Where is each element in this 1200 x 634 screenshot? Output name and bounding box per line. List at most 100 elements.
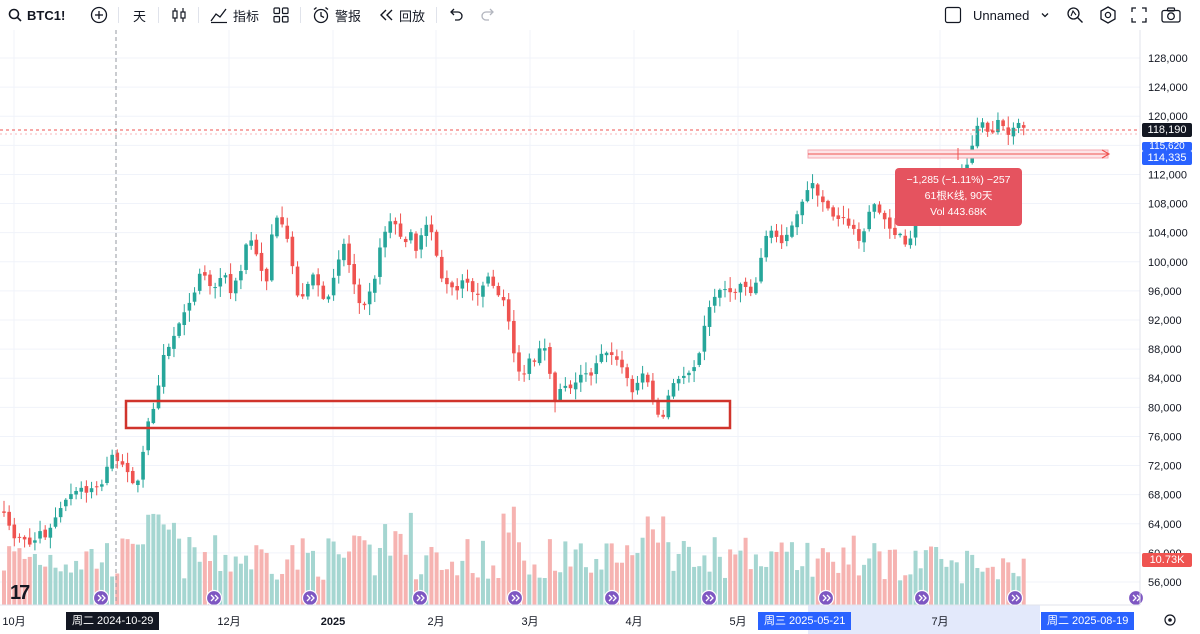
y-tick-label: 96,000 (1148, 286, 1182, 298)
volume-bar (970, 554, 975, 605)
candle-body (239, 271, 243, 281)
volume-bar (578, 543, 583, 605)
candle-body (857, 229, 861, 241)
tradingview-logo-icon[interactable]: 17 (10, 582, 30, 604)
volume-bar (846, 564, 851, 605)
candle-body (125, 462, 130, 473)
price-axis[interactable]: 56,00060,00064,00068,00072,00076,00080,0… (1148, 53, 1188, 589)
axis-settings-button[interactable] (1164, 614, 1176, 626)
x-tick-label: 5月 (729, 616, 746, 628)
volume-bar (923, 550, 928, 605)
volume-bar (738, 550, 743, 605)
add-symbol-button[interactable] (90, 0, 108, 30)
interval-label: 天 (133, 8, 147, 24)
symbol-search-button[interactable]: BTC1! (8, 0, 65, 30)
y-tick-label: 76,000 (1148, 431, 1182, 443)
candle-body (388, 221, 393, 233)
candle-body (94, 486, 99, 488)
volume-bar (810, 576, 815, 605)
volume-bar (22, 558, 27, 605)
candle-body (522, 373, 526, 375)
volume-bar (934, 547, 939, 605)
symbol-label: BTC1! (27, 7, 66, 23)
candle-body (810, 183, 815, 189)
candle-body (996, 119, 1000, 133)
candle-body (445, 277, 449, 285)
price-chart[interactable]: 56,00060,00064,00068,00072,00076,00080,0… (0, 30, 1200, 634)
volume-bar (460, 560, 465, 605)
candle-body (779, 235, 784, 244)
candle-body (594, 363, 599, 375)
volume-bar (826, 552, 830, 605)
volume-bar (789, 542, 794, 605)
replay-button[interactable]: 回放 (378, 0, 425, 30)
candle-body (17, 536, 22, 538)
candle-body (692, 367, 696, 372)
candle-body (347, 243, 351, 266)
volume-bar (995, 579, 1000, 605)
settings-button[interactable] (1099, 0, 1117, 30)
candle-body (203, 272, 207, 276)
volume-bar (501, 513, 506, 605)
candle-body (373, 278, 377, 293)
event-marker-glyph (101, 594, 106, 602)
candle-body (728, 288, 732, 293)
volume-bar (156, 514, 161, 605)
alerts-label: 警报 (335, 8, 362, 24)
alerts-button[interactable]: 警报 (312, 0, 361, 30)
candle-body (311, 274, 315, 286)
candle-body (105, 466, 109, 484)
time-axis[interactable]: 10月 12月 2025 2月 3月 4月 5月 7月 (2, 616, 948, 628)
candle-body (285, 225, 290, 239)
volume-bar (362, 540, 367, 605)
candle-body (851, 224, 856, 229)
volume-bar (17, 548, 22, 605)
volume-bar (305, 552, 310, 605)
candle-body (321, 285, 326, 299)
candle-body (470, 281, 475, 293)
y-tick-label: 108,000 (1148, 199, 1188, 211)
candle-body (424, 224, 429, 236)
add-symbol-icon (90, 6, 108, 24)
candle-body (645, 374, 650, 383)
event-marker-glyph (306, 594, 311, 602)
indicators-button[interactable]: 指标 (210, 0, 259, 30)
candle-body (702, 325, 707, 352)
volume-bar (805, 542, 810, 605)
volume-bar (480, 540, 485, 605)
x-tick-label: 2025 (321, 616, 345, 628)
chevron-down-icon (1041, 13, 1049, 18)
chart-type-button[interactable] (170, 0, 188, 30)
candle-body (584, 373, 588, 375)
volume-bar (43, 566, 48, 605)
volume-bar (583, 567, 588, 605)
volume-bar (486, 578, 491, 605)
undo-button[interactable] (448, 0, 464, 30)
candle-body (481, 285, 485, 297)
indicators-icon (210, 8, 227, 24)
candle-body (893, 227, 897, 236)
volume-bar (89, 548, 94, 605)
redo-button[interactable] (480, 0, 496, 30)
volume-bar (898, 580, 903, 605)
candle-body (620, 359, 624, 368)
candle-body (455, 286, 459, 291)
fullscreen-button[interactable] (1131, 0, 1147, 30)
quick-search-button[interactable] (1066, 0, 1084, 30)
volume-bar (316, 576, 321, 605)
snapshot-button[interactable] (1161, 0, 1181, 30)
templates-button[interactable] (273, 0, 289, 30)
interval-button[interactable]: 天 (133, 0, 146, 30)
layout-selector[interactable]: Unnamed (944, 0, 1050, 30)
support-zone-box[interactable] (124, 399, 732, 430)
candle-body (218, 278, 223, 287)
axis-settings-icon (1164, 614, 1176, 626)
candle-body (980, 122, 985, 128)
volume-bar (465, 539, 470, 605)
volume-bar (393, 531, 398, 605)
volume-bar (635, 552, 640, 605)
volume-bar (285, 559, 290, 605)
volume-bar (609, 543, 614, 605)
candle-body (558, 389, 562, 401)
candle-body (89, 488, 94, 493)
